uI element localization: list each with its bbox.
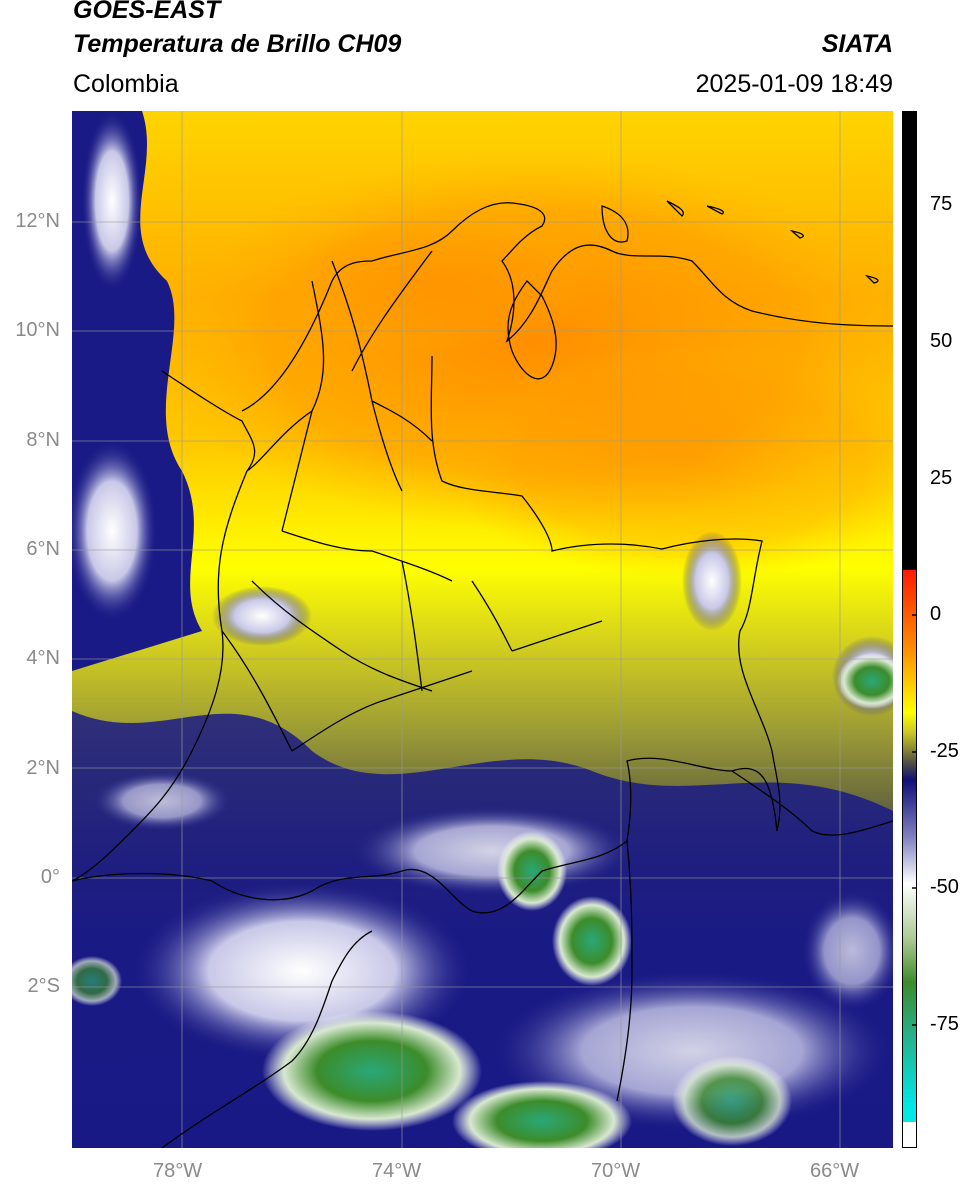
timestamp-label: 2025-01-09 18:49 xyxy=(695,70,893,98)
map-title-product: Temperatura de Brillo CH09 xyxy=(73,30,402,58)
colorbar-tick-label: 25 xyxy=(930,467,953,489)
colorbar xyxy=(902,111,917,1148)
colorbar-tick-label: 50 xyxy=(930,330,953,352)
longitude-label: 70°W xyxy=(591,1160,641,1182)
longitude-label: 78°W xyxy=(153,1160,203,1182)
organization-label: SIATA xyxy=(821,30,893,58)
latitude-label: 2°S xyxy=(27,975,60,997)
longitude-label: 74°W xyxy=(372,1160,422,1182)
latitude-label: 0° xyxy=(40,866,60,888)
satellite-map xyxy=(72,111,893,1148)
region-label: Colombia xyxy=(73,70,179,98)
latitude-label: 12°N xyxy=(15,210,60,232)
colorbar-tick-label: 75 xyxy=(930,193,953,215)
colorbar-tick-label: -25 xyxy=(930,740,959,762)
colorbar-tick-label: 0 xyxy=(930,603,942,625)
colorbar-tick-label: -50 xyxy=(930,876,959,898)
latitude-label: 4°N xyxy=(26,647,60,669)
latitude-label: 10°N xyxy=(15,319,60,341)
latitude-label: 2°N xyxy=(26,757,60,779)
colorbar-tick-label: -75 xyxy=(930,1013,959,1035)
latitude-label: 8°N xyxy=(26,429,60,451)
latitude-label: 6°N xyxy=(26,538,60,560)
map-title-satellite: GOES-EAST xyxy=(73,0,221,24)
longitude-label: 66°W xyxy=(810,1160,860,1182)
